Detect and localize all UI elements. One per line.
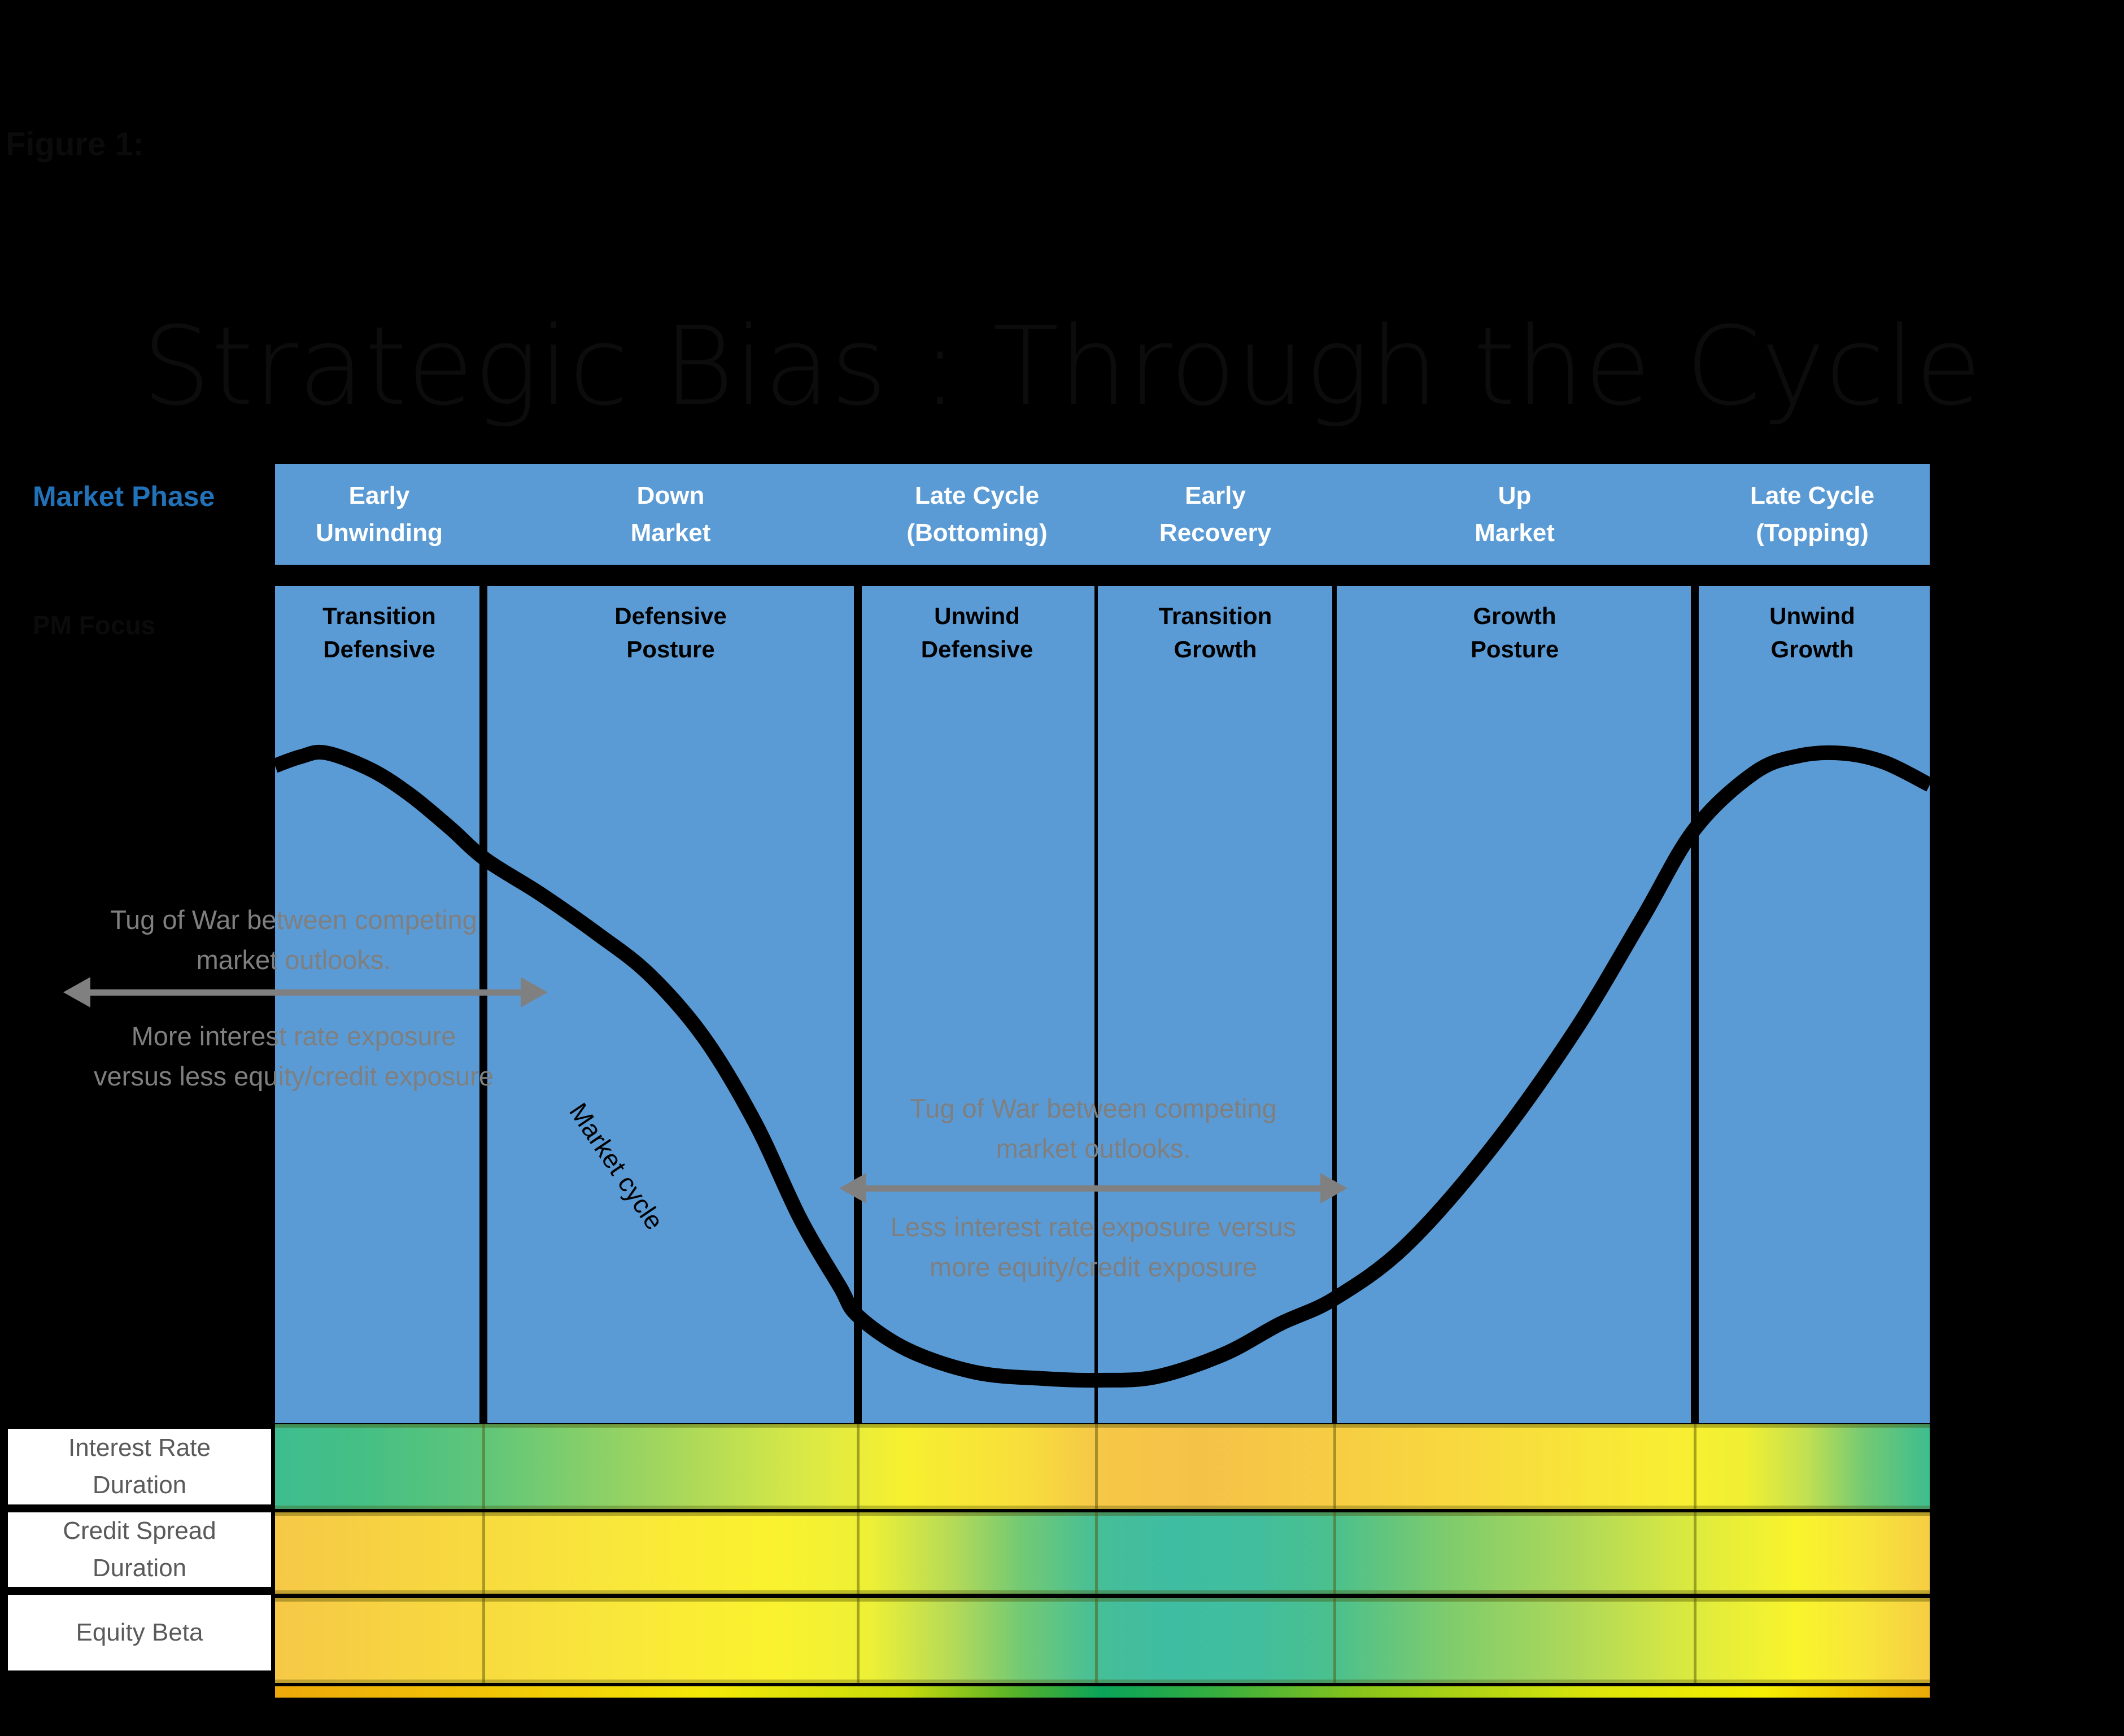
pm-focus-label: PM Focus [33, 610, 156, 640]
column-divider [479, 586, 487, 1423]
exposure-row-label-credit-spread-duration: Credit Spread Duration [5, 1509, 274, 1590]
phase-header-early-unwinding: Early Unwinding [316, 482, 443, 547]
column-divider [854, 586, 862, 1423]
phase-header-down-market: Down Market [630, 482, 711, 547]
cycle-panel: Transition Defensive Defensive Posture U… [275, 586, 1930, 1423]
gradient-column-divider [1694, 1424, 1696, 1509]
page-title: Strategic Bias : Through the Cycle [142, 304, 1982, 430]
gradient-column-divider [482, 1424, 485, 1509]
phase-header-up-market: Up Market [1475, 482, 1555, 547]
gradient-column-divider [482, 1598, 485, 1683]
credit-spread-duration-gradient-row [275, 1512, 1930, 1594]
gradient-column-divider [1095, 1512, 1098, 1594]
arrow-shaft [860, 1185, 1327, 1192]
equity-beta-gradient-row [275, 1598, 1930, 1683]
phase-header-row: Early Unwinding Down Market Late Cycle (… [275, 464, 1930, 565]
focus-label-growth-posture: Growth Posture [1470, 603, 1559, 662]
tug-arrow-middle-icon [839, 1173, 1347, 1203]
arrow-right-head-icon [1320, 1173, 1347, 1203]
column-divider [1332, 586, 1337, 1423]
tug-of-war-middle-text: Tug of War between competing market outl… [910, 1093, 1277, 1163]
gradient-column-divider [1095, 1424, 1098, 1509]
gradient-column-divider [1694, 1512, 1696, 1594]
focus-label-unwind-growth: Unwind Growth [1769, 603, 1855, 662]
arrow-shaft [84, 989, 527, 996]
tug-arrow-left-icon [63, 977, 548, 1007]
column-divider [1094, 586, 1098, 1423]
phase-header-early-recovery: Early Recovery [1159, 482, 1272, 547]
gradient-column-divider [1694, 1598, 1696, 1683]
exposure-row-label-interest-rate-duration: Interest Rate Duration [5, 1425, 274, 1508]
figure-label: Figure 1: [6, 126, 144, 163]
focus-label-transition-defensive: Transition Defensive [322, 603, 436, 662]
exposure-row-label-equity-beta: Equity Beta [5, 1591, 274, 1674]
tug-of-war-left-text: Tug of War between competing market outl… [110, 905, 477, 975]
gradient-column-divider [1095, 1598, 1098, 1683]
gradient-column-divider [857, 1512, 860, 1594]
exposure-left-text: More interest rate exposure versus less … [94, 1021, 494, 1091]
interest-rate-duration-gradient-row [275, 1424, 1930, 1509]
focus-label-unwind-defensive: Unwind Defensive [921, 603, 1033, 662]
focus-label-defensive-posture: Defensive Posture [614, 603, 727, 662]
arrow-right-head-icon [521, 977, 548, 1007]
phase-header-late-cycle-topping: Late Cycle (Topping) [1750, 482, 1875, 547]
gradient-column-divider [1333, 1512, 1336, 1594]
market-phase-label: Market Phase [33, 481, 215, 512]
bottom-gradient-strip [275, 1686, 1930, 1698]
gradient-column-divider [1333, 1598, 1336, 1683]
gradient-column-divider [482, 1512, 485, 1594]
gradient-column-divider [1333, 1424, 1336, 1509]
phase-header-late-cycle-bottoming: Late Cycle (Bottoming) [906, 482, 1048, 547]
column-divider [1691, 586, 1699, 1423]
gradient-column-divider [857, 1598, 860, 1683]
market-cycle-curve [275, 744, 1930, 1388]
gradient-column-divider [857, 1424, 860, 1509]
exposure-middle-text: Less interest rate exposure versus more … [890, 1212, 1297, 1282]
focus-label-transition-growth: Transition Growth [1158, 603, 1272, 662]
